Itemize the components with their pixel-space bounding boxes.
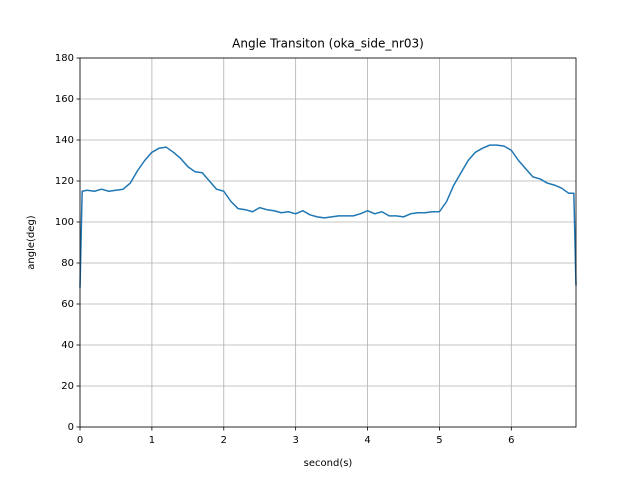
- y-tick-label: 120: [55, 176, 74, 187]
- y-axis-label: angle(deg): [26, 215, 37, 269]
- x-tick-label: 3: [292, 435, 298, 446]
- x-tick-label: 2: [221, 435, 227, 446]
- x-tick-label: 0: [77, 435, 83, 446]
- y-tick-label: 140: [55, 135, 74, 146]
- y-tick-label: 40: [61, 340, 74, 351]
- y-tick-label: 80: [61, 258, 74, 269]
- plot-frame: [79, 57, 577, 428]
- y-tick-label: 20: [61, 381, 74, 392]
- y-tick-label: 60: [61, 299, 74, 310]
- x-tick-label: 4: [364, 435, 370, 446]
- data-line: [79, 144, 577, 288]
- y-tick-label: 100: [55, 217, 74, 228]
- x-tick-label: 1: [149, 435, 155, 446]
- x-axis-label: second(s): [304, 458, 353, 469]
- chart-title: Angle Transiton (oka_side_nr03): [232, 37, 424, 51]
- y-tick-label: 160: [55, 94, 74, 105]
- x-tick-label: 6: [508, 435, 514, 446]
- x-tick-label: 5: [436, 435, 442, 446]
- y-tick-label: 0: [68, 422, 74, 433]
- y-tick-label: 180: [55, 53, 74, 64]
